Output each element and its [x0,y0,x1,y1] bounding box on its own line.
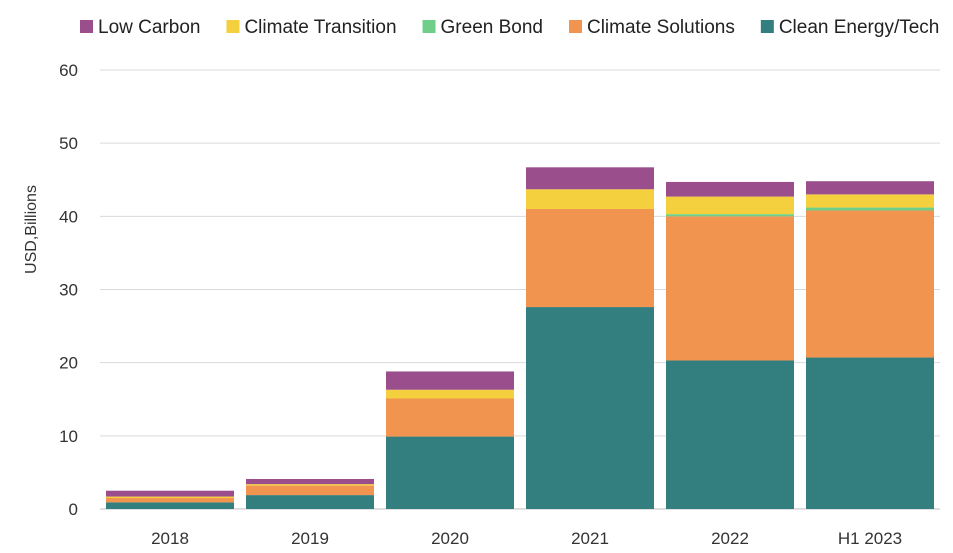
bar-group-h1-2023 [806,181,934,509]
bars [106,167,934,509]
y-axis-ticks: 0 10 20 30 40 50 60 [59,61,78,519]
y-tick-label-20: 20 [59,354,78,373]
bar-2020-clean-energy-tech [386,436,514,509]
y-tick-label-0: 0 [69,500,78,519]
legend-swatch-green-bond [422,20,436,33]
bar-2021-clean-energy-tech [526,307,654,509]
legend-label-climate-solutions: Climate Solutions [587,17,735,38]
legend-swatch-climate-solutions [568,20,582,33]
bar-group-2022 [666,181,794,509]
bar-2018-climate-solutions [106,498,234,503]
legend-label-climate-transition: Climate Transition [244,17,396,38]
x-tick-label-2018: 2018 [151,529,189,548]
bar-2022-green-bond [666,214,794,217]
bar-2022-low-carbon [666,181,794,197]
bar-2022-clean-energy-tech [666,360,794,509]
legend-item-climate-transition: Climate Transition [226,17,397,38]
legend-swatch-climate-transition [226,20,240,33]
bar-2019-low-carbon [246,479,374,485]
bar-group-2018 [106,490,234,509]
legend-item-climate-solutions: Climate Solutions [568,17,735,38]
x-tick-label-2019: 2019 [291,529,329,548]
bar-2020-climate-solutions [386,398,514,437]
bar-group-2021 [526,167,654,509]
y-tick-label-30: 30 [59,281,78,300]
legend-label-low-carbon: Low Carbon [98,17,200,38]
bar-h1-2023-climate-solutions [806,210,934,358]
bar-2019-clean-energy-tech [246,495,374,509]
x-tick-label-2022: 2022 [711,529,749,548]
bar-2020-low-carbon [386,371,514,390]
y-tick-label-60: 60 [59,61,78,80]
x-tick-label-2021: 2021 [571,529,609,548]
bar-2021-low-carbon [526,167,654,190]
legend-item-green-bond: Green Bond [422,17,543,38]
bar-2018-low-carbon [106,490,234,497]
legend-item-clean-energy-tech: Clean Energy/Tech [760,17,940,38]
x-axis-ticks: 2018 2019 2020 2021 2022 H1 2023 [151,529,902,548]
legend-item-low-carbon: Low Carbon [80,17,200,38]
x-tick-label-h1-2023: H1 2023 [838,529,902,548]
bar-2022-climate-transition [666,196,794,215]
bar-h1-2023-clean-energy-tech [806,357,934,509]
bar-2020-climate-transition [386,389,514,399]
legend: Low Carbon Climate Transition Green Bond Cl… [80,17,939,38]
legend-swatch-clean-energy-tech [760,20,774,33]
y-tick-label-10: 10 [59,427,78,446]
y-tick-label-50: 50 [59,134,78,153]
legend-label-clean-energy-tech: Clean Energy/Tech [779,17,940,38]
bar-2022-climate-solutions [666,216,794,361]
bar-2021-climate-transition [526,189,654,210]
bar-2019-climate-solutions [246,485,374,496]
y-tick-label-40: 40 [59,207,78,226]
bar-2018-climate-transition [106,496,234,499]
bar-2018-clean-energy-tech [106,502,234,509]
bar-2019-climate-transition [246,484,374,486]
bar-2021-climate-solutions [526,209,654,308]
bar-group-2019 [246,479,374,509]
bar-h1-2023-climate-transition [806,194,934,208]
gridlines [100,69,940,510]
y-axis-title: USD,Billions [23,185,40,274]
legend-swatch-low-carbon [80,20,93,33]
bar-h1-2023-green-bond [806,207,934,211]
x-tick-label-2020: 2020 [431,529,469,548]
bar-h1-2023-low-carbon [806,181,934,195]
bar-group-2020 [386,371,514,509]
legend-label-green-bond: Green Bond [441,17,543,38]
